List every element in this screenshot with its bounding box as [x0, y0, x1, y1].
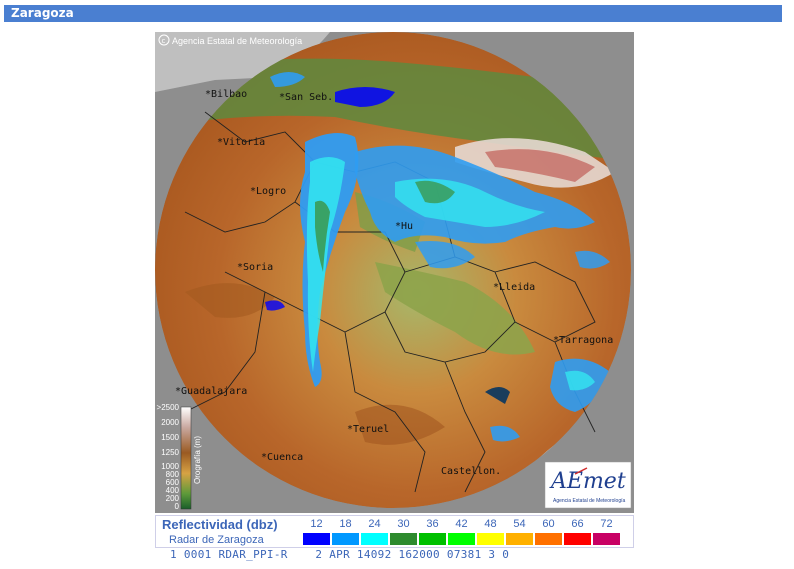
city-bilbao: *Bilbao: [205, 89, 247, 100]
city-logrono: *Logro: [250, 186, 286, 197]
city-vitoria: *Vitoria: [217, 137, 265, 148]
scale-swatch: [448, 533, 475, 545]
scale-swatch: [361, 533, 388, 545]
scale-step: 72: [593, 518, 620, 545]
window-title: Zaragoza: [11, 6, 74, 20]
scale-step: 60: [535, 518, 562, 545]
svg-text:400: 400: [166, 486, 180, 495]
svg-text:>2500: >2500: [157, 403, 180, 412]
svg-text:*Bilbao: *Bilbao: [205, 89, 247, 100]
reflectivity-legend: Reflectividad (dbz) Radar de Zaragoza 12…: [155, 515, 634, 548]
city-cuenca: *Cuenca: [261, 452, 303, 463]
svg-text:*Hu: *Hu: [395, 221, 413, 232]
city-soria: *Soria: [237, 262, 273, 273]
svg-text:Agencia Estatal de Meteorologí: Agencia Estatal de Meteorología: [553, 498, 625, 504]
scale-swatch: [506, 533, 533, 545]
radar-echoes: [265, 72, 610, 442]
orography-color-bar: [180, 406, 192, 510]
svg-text:*Cuenca: *Cuenca: [261, 452, 303, 463]
svg-text:AEmet: AEmet: [549, 469, 626, 494]
scale-step: 36: [419, 518, 446, 545]
status-bar: 1 0001 RDAR_PPI-R 2 APR 14092 162000 073…: [155, 549, 634, 561]
city-lleida: *Lleida: [493, 282, 535, 293]
svg-text:2000: 2000: [161, 418, 179, 427]
scale-swatch: [332, 533, 359, 545]
scale-swatch: [419, 533, 446, 545]
scale-step: 42: [448, 518, 475, 545]
scale-step: 18: [332, 518, 359, 545]
radar-map: *Bilbao *San Seb. *Vitoria *Logro *Soria…: [155, 32, 634, 513]
aemet-logo: AEmet Agencia Estatal de Meteorología: [544, 461, 632, 509]
scale-label: 60: [542, 518, 555, 530]
svg-text:*Logro: *Logro: [250, 186, 286, 197]
orography-legend: >2500 2000 1500 1250 1000 800 600 400 20…: [157, 403, 202, 511]
scale-label: 36: [426, 518, 439, 530]
svg-text:600: 600: [166, 478, 180, 487]
scale-swatch: [564, 533, 591, 545]
svg-text:*Guadalajara: *Guadalajara: [175, 386, 247, 397]
svg-text:1250: 1250: [161, 448, 179, 457]
scale-label: 66: [571, 518, 584, 530]
legend-subtitle: Radar de Zaragoza: [169, 534, 264, 546]
window-title-bar: Zaragoza: [4, 5, 782, 22]
logo-accent-icon: [574, 467, 588, 475]
svg-text:*Lleida: *Lleida: [493, 282, 535, 293]
scale-swatch: [390, 533, 417, 545]
scale-step: 66: [564, 518, 591, 545]
svg-text:*Teruel: *Teruel: [347, 424, 389, 435]
svg-text:1000: 1000: [161, 462, 179, 471]
svg-text:*Soria: *Soria: [237, 262, 273, 273]
scale-label: 18: [339, 518, 352, 530]
sea-bay-of-biscay: [155, 32, 330, 92]
status-line: 1 0001 RDAR_PPI-R 2 APR 14092 162000 073…: [170, 549, 510, 561]
svg-text:*Tarragona: *Tarragona: [553, 335, 613, 346]
scale-step: 54: [506, 518, 533, 545]
scale-swatch: [593, 533, 620, 545]
svg-text:Agencia Estatal de Meteorologí: Agencia Estatal de Meteorología: [172, 36, 302, 46]
scale-step: 48: [477, 518, 504, 545]
svg-text:Castellon.: Castellon.: [441, 466, 501, 477]
scale-swatch: [535, 533, 562, 545]
scale-label: 12: [310, 518, 323, 530]
reflectivity-scale: 12 18 24 30 36 42 48 54 60 66 72: [303, 518, 622, 545]
copyright-icon: [158, 34, 170, 46]
legend-title: Reflectividad (dbz): [162, 517, 278, 532]
city-castellon: Castellon.: [441, 466, 501, 477]
svg-text:*San Seb.: *San Seb.: [279, 92, 333, 103]
svg-text:Orografía (m): Orografía (m): [193, 436, 202, 484]
scale-swatch: [303, 533, 330, 545]
city-teruel: *Teruel: [347, 424, 389, 435]
svg-text:*Vitoria: *Vitoria: [217, 137, 265, 148]
svg-text:200: 200: [166, 494, 180, 503]
scale-step: 30: [390, 518, 417, 545]
scale-step: 12: [303, 518, 330, 545]
scale-step: 24: [361, 518, 388, 545]
city-tarragona: *Tarragona: [553, 335, 613, 346]
scale-label: 42: [455, 518, 468, 530]
scale-label: 48: [484, 518, 497, 530]
city-labels: *Bilbao *San Seb. *Vitoria *Logro *Soria…: [175, 89, 613, 477]
svg-text:1500: 1500: [161, 433, 179, 442]
scale-label: 30: [397, 518, 410, 530]
city-san-sebastian: *San Seb.: [279, 92, 333, 103]
scale-label: 54: [513, 518, 526, 530]
scale-swatch: [477, 533, 504, 545]
city-guadalajara: *Guadalajara: [175, 386, 247, 397]
svg-text:0: 0: [175, 502, 180, 511]
svg-text:800: 800: [166, 470, 180, 479]
copyright-notice: c Agencia Estatal de Meteorología: [158, 34, 302, 46]
city-huesca: *Hu: [395, 221, 413, 232]
scale-label: 72: [600, 518, 613, 530]
svg-text:c: c: [162, 37, 166, 45]
scale-label: 24: [368, 518, 381, 530]
